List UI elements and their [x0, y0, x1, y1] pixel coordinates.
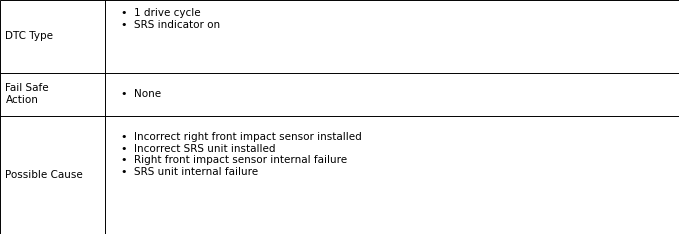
Text: •: • [120, 8, 127, 18]
Text: •: • [120, 20, 127, 30]
Text: Incorrect SRS unit installed: Incorrect SRS unit installed [134, 144, 275, 154]
Text: Incorrect right front impact sensor installed: Incorrect right front impact sensor inst… [134, 132, 361, 142]
Text: Fail Safe
Action: Fail Safe Action [5, 83, 49, 105]
Text: •: • [120, 155, 127, 165]
Text: Possible Cause: Possible Cause [5, 170, 84, 180]
Text: 1 drive cycle: 1 drive cycle [134, 8, 200, 18]
Text: None: None [134, 89, 161, 99]
Text: SRS unit internal failure: SRS unit internal failure [134, 167, 258, 177]
Text: SRS indicator on: SRS indicator on [134, 20, 220, 30]
Text: •: • [120, 132, 127, 142]
Text: •: • [120, 89, 127, 99]
Text: DTC Type: DTC Type [5, 31, 54, 41]
Text: •: • [120, 167, 127, 177]
Text: Right front impact sensor internal failure: Right front impact sensor internal failu… [134, 155, 347, 165]
Text: •: • [120, 144, 127, 154]
